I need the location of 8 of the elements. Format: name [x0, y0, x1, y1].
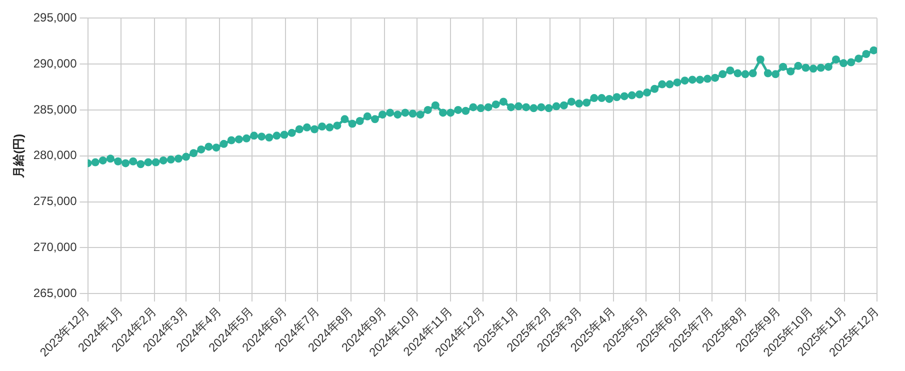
y-axis-title: 月給(円) — [12, 134, 26, 179]
y-tick-label: 270,000 — [33, 240, 78, 254]
y-tick-label: 275,000 — [33, 194, 78, 208]
y-tick-label: 285,000 — [33, 102, 78, 116]
y-tick-label: 280,000 — [33, 148, 78, 162]
y-tick-label: 295,000 — [33, 10, 78, 25]
y-tick-label: 265,000 — [33, 286, 78, 300]
y-tick-label: 290,000 — [33, 56, 78, 70]
